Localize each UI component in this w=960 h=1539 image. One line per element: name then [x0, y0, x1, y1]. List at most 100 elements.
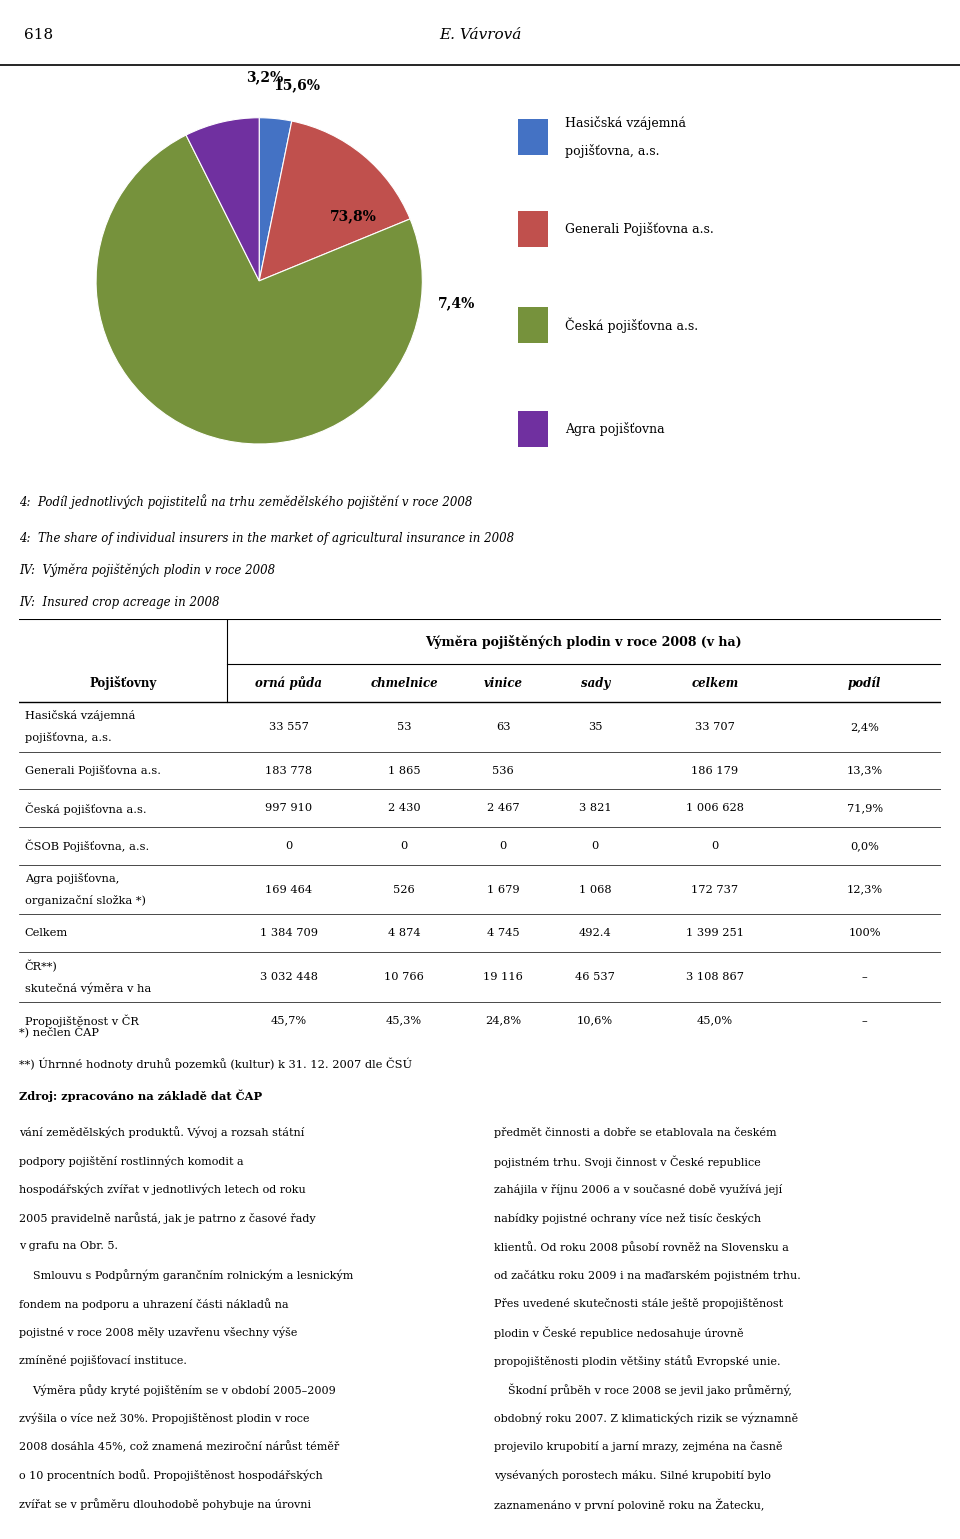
Text: 4:  Podíl jednotlivých pojistitelů na trhu zemědělského pojištění v roce 2008: 4: Podíl jednotlivých pojistitelů na trh… — [19, 494, 472, 509]
Text: 0: 0 — [285, 840, 293, 851]
Wedge shape — [259, 117, 292, 280]
Text: chmelnice: chmelnice — [371, 677, 438, 689]
Text: 7,4%: 7,4% — [439, 295, 476, 309]
Text: 63: 63 — [495, 722, 511, 733]
Bar — [518, 411, 548, 448]
Text: 19 116: 19 116 — [483, 973, 523, 982]
Text: v grafu na Obr. 5.: v grafu na Obr. 5. — [19, 1240, 118, 1251]
Text: Škodní průběh v roce 2008 se jevil jako průměrný,: Škodní průběh v roce 2008 se jevil jako … — [494, 1384, 792, 1396]
Text: pojišťovna, a.s.: pojišťovna, a.s. — [564, 145, 660, 159]
Text: 2005 pravidelně narůstá, jak je patrno z časové řady: 2005 pravidelně narůstá, jak je patrno z… — [19, 1213, 316, 1224]
Text: orná půda: orná půda — [255, 676, 323, 689]
Text: 3,2%: 3,2% — [247, 71, 283, 85]
Text: 4 874: 4 874 — [388, 928, 420, 939]
Bar — [518, 119, 548, 155]
Text: 0,0%: 0,0% — [851, 840, 879, 851]
Text: zahájila v říjnu 2006 a v současné době využívá její: zahájila v říjnu 2006 a v současné době … — [494, 1183, 782, 1194]
Text: sady: sady — [581, 677, 610, 689]
Text: celkem: celkem — [691, 677, 738, 689]
Text: 2 430: 2 430 — [388, 803, 420, 813]
Text: IV:  Insured crop acreage in 2008: IV: Insured crop acreage in 2008 — [19, 596, 220, 609]
Text: 1 679: 1 679 — [487, 885, 519, 894]
Text: Zdroj: zpracováno na základě dat ČAP: Zdroj: zpracováno na základě dat ČAP — [19, 1090, 262, 1102]
Text: 100%: 100% — [849, 928, 881, 939]
Text: o 10 procentních bodů. Propojištěnost hospodářských: o 10 procentních bodů. Propojištěnost ho… — [19, 1470, 323, 1482]
Text: 2008 dosáhla 45%, což znamená meziroční nárůst téměř: 2008 dosáhla 45%, což znamená meziroční … — [19, 1441, 340, 1453]
Text: ČR**): ČR**) — [25, 960, 58, 973]
Text: 1 006 628: 1 006 628 — [686, 803, 744, 813]
Text: pojistném trhu. Svoji činnost v České republice: pojistném trhu. Svoji činnost v České re… — [494, 1156, 761, 1168]
Text: podíl: podíl — [848, 677, 881, 689]
Text: podpory pojištění rostlinných komodit a: podpory pojištění rostlinných komodit a — [19, 1156, 244, 1167]
Text: Hasičská vzájemná: Hasičská vzájemná — [564, 115, 685, 129]
Text: zvýšila o více než 30%. Propojištěnost plodin v roce: zvýšila o více než 30%. Propojištěnost p… — [19, 1413, 310, 1424]
Text: 0: 0 — [400, 840, 408, 851]
Text: IV:  Výměra pojištěných plodin v roce 2008: IV: Výměra pojištěných plodin v roce 200… — [19, 563, 276, 577]
Text: organizační složka *): organizační složka *) — [25, 896, 146, 906]
Text: Agra pojišťovna,: Agra pojišťovna, — [25, 873, 119, 885]
Text: 35: 35 — [588, 722, 603, 733]
Text: hospodářských zvířat v jednotlivých letech od roku: hospodářských zvířat v jednotlivých lete… — [19, 1183, 306, 1196]
Text: 15,6%: 15,6% — [274, 78, 321, 92]
Text: obdobný roku 2007. Z klimatických rizik se významně: obdobný roku 2007. Z klimatických rizik … — [494, 1413, 799, 1424]
Text: Česká pojišťovna a.s.: Česká pojišťovna a.s. — [564, 317, 698, 332]
Text: 1 865: 1 865 — [388, 765, 420, 776]
Text: 46 537: 46 537 — [575, 973, 615, 982]
Text: Smlouvu s Podpůrným garančním rolnickým a lesnickým: Smlouvu s Podpůrným garančním rolnickým … — [19, 1270, 353, 1282]
Text: Celkem: Celkem — [25, 928, 68, 939]
Text: E. Vávrová: E. Vávrová — [439, 28, 521, 43]
Text: 4 745: 4 745 — [487, 928, 519, 939]
Text: Generali Pojišťovna a.s.: Generali Pojišťovna a.s. — [564, 222, 713, 235]
Text: 13,3%: 13,3% — [847, 765, 883, 776]
Text: Výměra půdy kryté pojištěním se v období 2005–2009: Výměra půdy kryté pojištěním se v období… — [19, 1384, 336, 1396]
Text: 997 910: 997 910 — [265, 803, 312, 813]
Text: 3 821: 3 821 — [579, 803, 612, 813]
Text: 3 108 867: 3 108 867 — [686, 973, 744, 982]
Text: Přes uvedené skutečnosti stále ještě propojištěnost: Přes uvedené skutečnosti stále ještě pro… — [494, 1297, 783, 1310]
Text: 10,6%: 10,6% — [577, 1016, 613, 1025]
Text: 71,9%: 71,9% — [847, 803, 883, 813]
Text: 24,8%: 24,8% — [485, 1016, 521, 1025]
Wedge shape — [186, 117, 259, 280]
Text: pojišťovna, a.s.: pojišťovna, a.s. — [25, 733, 111, 743]
Text: 186 179: 186 179 — [691, 765, 738, 776]
Text: 526: 526 — [393, 885, 415, 894]
Bar — [518, 308, 548, 343]
Text: 536: 536 — [492, 765, 514, 776]
Text: –: – — [862, 973, 868, 982]
Wedge shape — [96, 135, 422, 443]
Text: 618: 618 — [24, 28, 53, 43]
Text: 73,8%: 73,8% — [330, 209, 377, 223]
Text: zaznamenáno v první polovině roku na Žatecku,: zaznamenáno v první polovině roku na Žat… — [494, 1497, 765, 1511]
Text: 4:  The share of individual insurers in the market of agricultural insurance in : 4: The share of individual insurers in t… — [19, 532, 515, 545]
Text: 12,3%: 12,3% — [847, 885, 883, 894]
Text: 0: 0 — [499, 840, 507, 851]
Text: fondem na podporu a uhrazení části nákladů na: fondem na podporu a uhrazení části nákla… — [19, 1297, 289, 1310]
Text: předmět činnosti a dobře se etablovala na českém: předmět činnosti a dobře se etablovala n… — [494, 1127, 777, 1137]
Text: 10 766: 10 766 — [384, 973, 424, 982]
Text: klientů. Od roku 2008 působí rovněž na Slovensku a: klientů. Od roku 2008 působí rovněž na S… — [494, 1240, 789, 1253]
Text: Pojišťovny: Pojišťovny — [89, 676, 156, 689]
Text: 2,4%: 2,4% — [851, 722, 879, 733]
Text: plodin v České republice nedosahuje úrovně: plodin v České republice nedosahuje úrov… — [494, 1327, 744, 1339]
Text: –: – — [862, 1016, 868, 1025]
Text: vinice: vinice — [484, 677, 522, 689]
Bar — [518, 211, 548, 248]
Text: 53: 53 — [396, 722, 411, 733]
Text: 45,3%: 45,3% — [386, 1016, 422, 1025]
Text: 492.4: 492.4 — [579, 928, 612, 939]
Text: 183 778: 183 778 — [265, 765, 312, 776]
Text: ČSOB Pojišťovna, a.s.: ČSOB Pojišťovna, a.s. — [25, 840, 149, 853]
Text: 172 737: 172 737 — [691, 885, 738, 894]
Wedge shape — [259, 122, 410, 280]
Text: 2 467: 2 467 — [487, 803, 519, 813]
Text: *) nečlen ČAP: *) nečlen ČAP — [19, 1027, 99, 1037]
Text: skutečná výměra v ha: skutečná výměra v ha — [25, 982, 151, 994]
Text: 0: 0 — [591, 840, 599, 851]
Text: **) Úhrnné hodnoty druhů pozemků (kultur) k 31. 12. 2007 dle ČSÚ: **) Úhrnné hodnoty druhů pozemků (kultur… — [19, 1057, 413, 1070]
Text: zvířat se v průměru dlouhodobě pohybuje na úrovni: zvířat se v průměru dlouhodobě pohybuje … — [19, 1497, 311, 1510]
Text: Generali Pojišťovna a.s.: Generali Pojišťovna a.s. — [25, 765, 160, 776]
Text: 1 399 251: 1 399 251 — [686, 928, 744, 939]
Text: 169 464: 169 464 — [265, 885, 312, 894]
Text: 1 384 709: 1 384 709 — [260, 928, 318, 939]
